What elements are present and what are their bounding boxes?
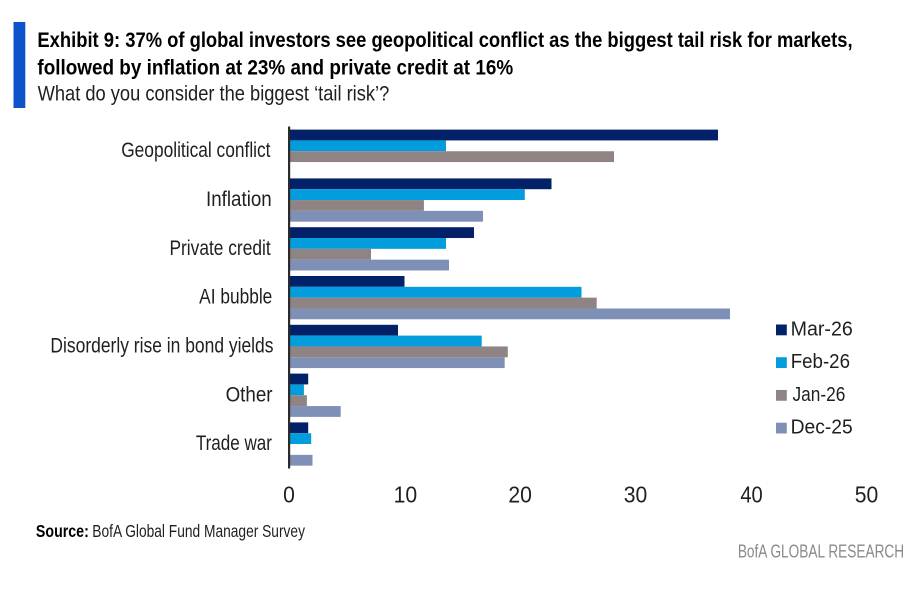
svg-text:BofA GLOBAL RESEARCH: BofA GLOBAL RESEARCH [738, 542, 904, 562]
svg-text:AI bubble: AI bubble [199, 286, 272, 309]
svg-text:Feb-26: Feb-26 [791, 351, 850, 374]
svg-text:40: 40 [740, 481, 762, 508]
svg-text:Jan-26: Jan-26 [793, 383, 846, 405]
svg-text:50: 50 [855, 482, 878, 508]
svg-text:Geopolitical conflict: Geopolitical conflict [121, 140, 271, 163]
svg-text:30: 30 [624, 482, 647, 508]
svg-text:Exhibit 9: 37% of global inves: Exhibit 9: 37% of global investors see g… [37, 29, 852, 53]
svg-text:Trade war: Trade war [196, 433, 273, 456]
svg-text:Source:: Source: [36, 523, 89, 542]
svg-text:Private credit: Private credit [169, 237, 271, 260]
svg-text:Inflation: Inflation [206, 188, 272, 211]
svg-text:followed by inflation at 23% a: followed by inflation at 23% and private… [37, 57, 513, 80]
svg-text:Mar-26: Mar-26 [791, 318, 853, 340]
svg-text:0: 0 [283, 482, 295, 508]
svg-text:BofA Global Fund Manager Surve: BofA Global Fund Manager Survey [92, 522, 305, 541]
svg-text:Dec-25: Dec-25 [791, 416, 853, 438]
svg-text:Other: Other [226, 383, 273, 406]
svg-text:Disorderly rise in bond yields: Disorderly rise in bond yields [50, 335, 273, 358]
svg-text:What do you consider the bigge: What do you consider the biggest ‘tail r… [38, 82, 390, 106]
svg-text:10: 10 [394, 482, 418, 508]
svg-text:20: 20 [508, 482, 531, 508]
